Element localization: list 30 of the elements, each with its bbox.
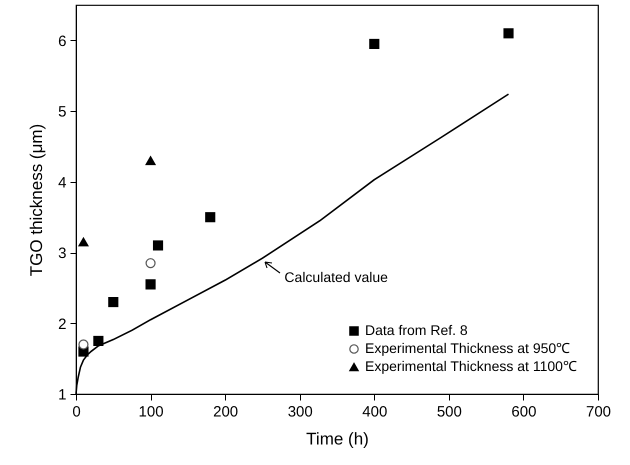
legend-label: Experimental Thickness at 1100℃	[365, 358, 577, 374]
x-tick-label: 400	[362, 404, 388, 420]
y-axis-title: TGO thickness (μm)	[27, 124, 46, 276]
y-tick-label: 3	[58, 245, 66, 262]
x-tick-label: 600	[511, 404, 536, 420]
point	[205, 212, 216, 222]
y-tick-label: 1	[58, 386, 66, 404]
x-tick-label: 100	[138, 404, 164, 420]
x-tick-label: 200	[213, 404, 238, 420]
point	[78, 339, 89, 350]
point	[146, 156, 156, 166]
y-tick-label: 4	[58, 174, 66, 192]
x-tick-label: 500	[436, 404, 462, 420]
point	[503, 28, 514, 38]
y-tick-label: 2	[58, 316, 66, 333]
point	[108, 296, 118, 308]
x-tick-label: 700	[586, 404, 612, 420]
point	[369, 38, 380, 49]
point	[146, 258, 156, 268]
point	[146, 279, 156, 290]
legend-label: Experimental Thickness at 950℃	[365, 340, 570, 356]
annotation: Calculated value	[284, 269, 388, 286]
x-tick-label: 0	[72, 404, 81, 420]
x-tick-label: 300	[288, 404, 313, 420]
y-tick-label: 5	[58, 104, 66, 121]
legend-label: Data from Ref. 8	[365, 322, 468, 338]
x-axis-title: Time (h)	[306, 430, 369, 448]
point	[78, 237, 89, 246]
y-tick-label: 6	[58, 32, 66, 50]
point	[152, 240, 164, 251]
